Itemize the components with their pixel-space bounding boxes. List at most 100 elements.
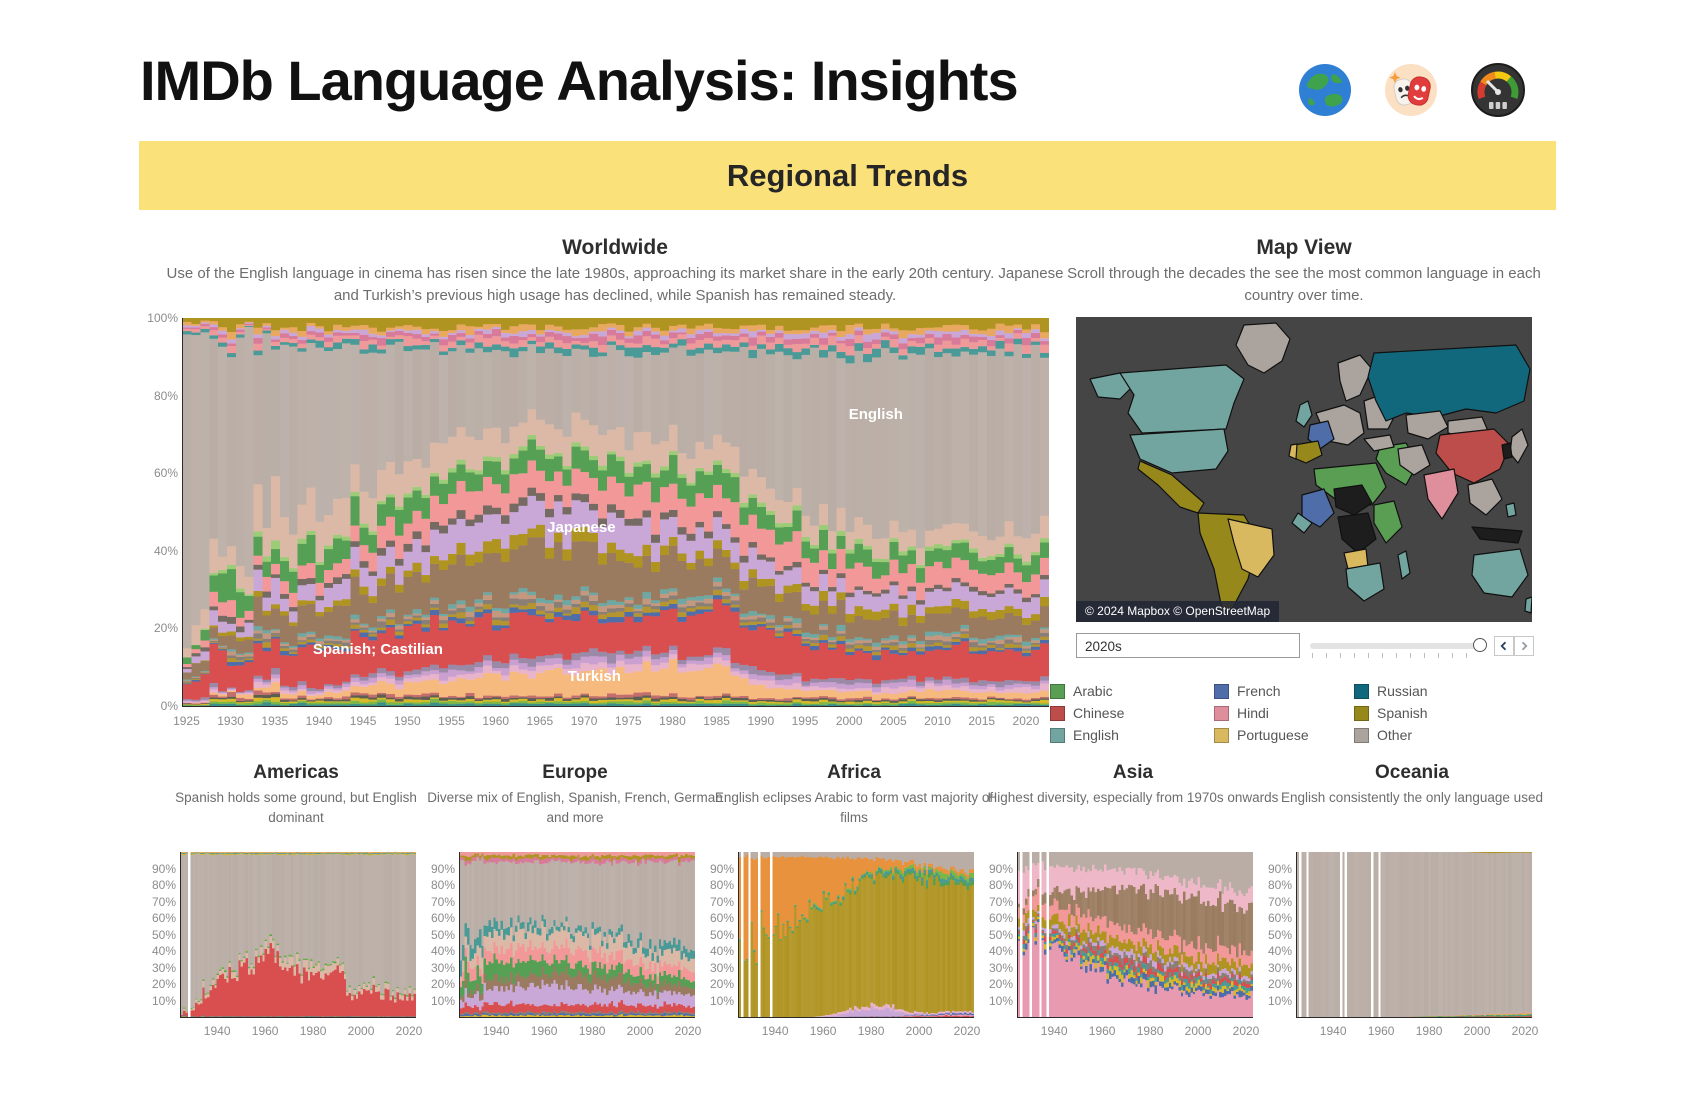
legend-swatch-hindi (1214, 705, 1229, 721)
legend-item-spanish[interactable]: Spanish (1354, 702, 1514, 724)
map-region-southeast-asia[interactable] (1467, 478, 1503, 516)
x-tick-label: 1940 (761, 1024, 789, 1038)
map-region-indonesia[interactable] (1471, 526, 1523, 544)
y-tick-label: 60% (988, 911, 1013, 925)
map-region-sahel[interactable] (1333, 484, 1373, 516)
x-tick-label: 1970 (570, 714, 598, 728)
map-region-uk[interactable] (1295, 400, 1313, 428)
map-region-india[interactable] (1423, 468, 1459, 520)
legend-column: Russian Spanish Other (1354, 680, 1514, 746)
area-label-spanish-castilian: Spanish; Castilian (312, 640, 443, 658)
decade-slider-track[interactable] (1310, 643, 1478, 649)
mini-chart-canvas-europe[interactable] (460, 852, 695, 1017)
map-region-greenland[interactable] (1235, 322, 1291, 374)
decade-input[interactable]: 2020s (1076, 633, 1300, 658)
legend-column: French Hindi Portuguese (1214, 680, 1374, 746)
y-tick-label: 40% (430, 944, 455, 958)
y-tick-label: 0% (160, 699, 178, 713)
map-region-north-africa[interactable] (1313, 462, 1387, 506)
map-region-scandinavia[interactable] (1337, 354, 1373, 402)
legend-swatch-spanish (1354, 705, 1369, 721)
map-region-turkey[interactable] (1363, 434, 1395, 452)
mini-chart-canvas-americas[interactable] (181, 852, 416, 1017)
map-region-west-africa-coast[interactable] (1291, 512, 1313, 534)
legend-item-english[interactable]: English (1050, 724, 1210, 746)
x-tick-label: 2020 (1232, 1024, 1260, 1038)
mini-plot-oceania (1296, 852, 1532, 1018)
legend-item-portuguese[interactable]: Portuguese (1214, 724, 1374, 746)
y-tick-label: 100% (147, 311, 178, 325)
x-tick-label: 2000 (347, 1024, 375, 1038)
map-region-new-zealand[interactable] (1524, 596, 1533, 614)
legend-label: English (1073, 727, 1119, 743)
mini-title-africa: Africa (827, 762, 881, 783)
legend-label: Chinese (1073, 705, 1125, 721)
y-tick-label: 30% (430, 960, 455, 975)
map-region-russia[interactable] (1367, 344, 1531, 422)
y-tick-label: 10% (1267, 993, 1292, 1008)
map-region-west-africa[interactable] (1301, 488, 1335, 528)
y-tick-label: 20% (153, 621, 178, 636)
x-tick-label: 2020 (674, 1024, 702, 1038)
legend-item-arabic[interactable]: Arabic (1050, 680, 1210, 702)
y-tick-label: 80% (430, 878, 455, 892)
map-region-portugal[interactable] (1288, 443, 1298, 460)
mini-chart-canvas-asia[interactable] (1018, 852, 1253, 1017)
decade-slider-handle[interactable] (1473, 638, 1487, 652)
map-region-iran[interactable] (1397, 444, 1431, 476)
map-region-alaska[interactable] (1089, 372, 1133, 400)
x-tick-label: 2000 (905, 1024, 933, 1038)
y-tick-label: 50% (709, 927, 734, 942)
map-region-kazakhstan[interactable] (1405, 410, 1449, 440)
legend-label: Russian (1377, 683, 1428, 699)
y-tick-label: 40% (988, 944, 1013, 958)
map-region-korea[interactable] (1501, 442, 1513, 460)
map-region-southern-africa[interactable] (1345, 562, 1385, 602)
legend-item-other[interactable]: Other (1354, 724, 1514, 746)
legend-item-french[interactable]: French (1214, 680, 1374, 702)
map-region-madagascar[interactable] (1397, 550, 1411, 580)
y-tick-label: 90% (430, 861, 455, 876)
x-tick-label: 2015 (968, 714, 996, 728)
map-region-philippines[interactable] (1505, 502, 1517, 518)
mini-title-americas: Americas (253, 762, 339, 783)
legend-item-chinese[interactable]: Chinese (1050, 702, 1210, 724)
decade-prev-button[interactable] (1494, 636, 1514, 656)
mini-y-axis: 10% 20% 30% 40% 50% 60% 70% 80% 90% (973, 852, 1013, 1017)
x-tick-label: 1965 (526, 714, 554, 728)
y-tick-label: 70% (988, 894, 1013, 909)
legend-item-hindi[interactable]: Hindi (1214, 702, 1374, 724)
x-tick-label: 2000 (835, 714, 863, 728)
y-tick-label: 60% (709, 911, 734, 925)
legend-label: Hindi (1237, 705, 1269, 721)
y-tick-label: 60% (430, 911, 455, 925)
legend-label: Spanish (1377, 705, 1428, 721)
x-tick-label: 1980 (578, 1024, 606, 1038)
map-region-usa[interactable] (1129, 428, 1229, 474)
mini-subtitle-americas: Spanish holds some ground, but English d… (175, 790, 417, 825)
x-tick-label: 1980 (659, 714, 686, 728)
y-tick-label: 50% (988, 927, 1013, 942)
map-region-east-africa[interactable] (1373, 500, 1403, 544)
decade-next-button[interactable] (1514, 636, 1534, 656)
y-tick-label: 90% (151, 861, 176, 876)
banner-regional-trends: Regional Trends (139, 141, 1556, 210)
map-region-canada[interactable] (1119, 364, 1245, 434)
legend-swatch-french (1214, 683, 1229, 699)
worldwide-chart-canvas[interactable] (183, 318, 1049, 706)
legend-item-russian[interactable]: Russian (1354, 680, 1514, 702)
map-region-central-africa[interactable] (1337, 512, 1377, 554)
map-region-mexico[interactable] (1137, 460, 1205, 514)
legend-swatch-portuguese (1214, 727, 1229, 743)
mini-chart-canvas-africa[interactable] (739, 852, 974, 1017)
area-label-japanese: Japanese (547, 518, 616, 536)
y-tick-label: 20% (151, 977, 176, 991)
y-tick-label: 20% (430, 977, 455, 991)
mini-chart-canvas-oceania[interactable] (1297, 852, 1532, 1017)
world-map[interactable] (1076, 317, 1533, 622)
x-tick-label: 1995 (791, 714, 819, 728)
map-region-brazil[interactable] (1227, 518, 1275, 578)
map-region-australia[interactable] (1471, 548, 1529, 598)
y-tick-label: 50% (1267, 927, 1292, 942)
y-tick-label: 70% (709, 894, 734, 909)
